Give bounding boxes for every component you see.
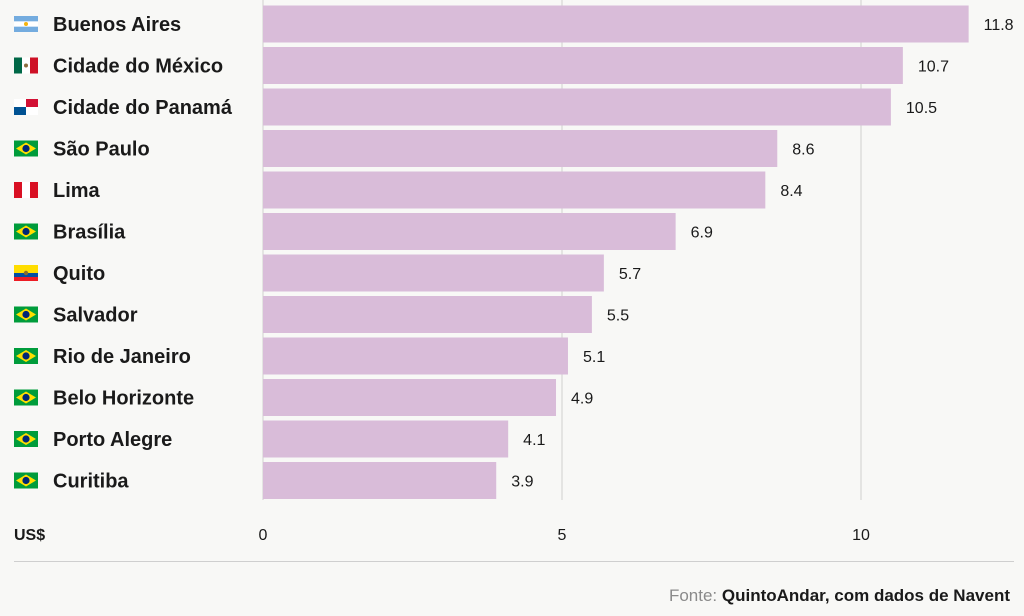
brazil-flag-icon — [14, 472, 38, 489]
bar-5 — [263, 213, 676, 250]
category-label-0: Buenos Aires — [53, 14, 181, 36]
category-label-2: Cidade do Panamá — [53, 97, 233, 119]
category-label-5: Brasília — [53, 222, 126, 244]
source-prefix: Fonte: — [668, 586, 718, 605]
bar-7 — [263, 296, 592, 333]
panama-flag-icon — [14, 99, 38, 115]
bar-4 — [263, 171, 766, 209]
bar-10 — [263, 420, 509, 458]
bar-1 — [263, 47, 903, 84]
value-label-4: 8.4 — [780, 183, 802, 200]
category-label-7: Salvador — [53, 305, 138, 327]
bar-11 — [263, 462, 497, 499]
tick-label-10: 10 — [852, 527, 870, 544]
tick-label-5: 5 — [558, 527, 567, 544]
value-label-1: 10.7 — [918, 59, 949, 76]
chart-svg: Buenos Aires 11.8 Cidade do México 10.7 Cida… — [14, 0, 1014, 544]
brazil-flag-icon — [14, 306, 38, 323]
tick-label-0: 0 — [259, 527, 268, 544]
value-label-7: 5.5 — [607, 308, 629, 325]
value-label-3: 8.6 — [792, 142, 814, 159]
source-note: Fonte: QuintoAndar, com dados de Navent — [669, 586, 1010, 606]
bar-8 — [263, 337, 568, 375]
value-label-2: 10.5 — [906, 100, 937, 117]
category-label-10: Porto Alegre — [53, 429, 172, 451]
category-label-8: Rio de Janeiro — [53, 346, 191, 368]
category-label-1: Cidade do México — [53, 56, 223, 78]
argentina-flag-icon — [14, 16, 38, 32]
source-text: QuintoAndar, com dados de Navent — [721, 586, 1010, 605]
bar-9 — [263, 379, 557, 416]
value-label-10: 4.1 — [523, 432, 545, 449]
brazil-flag-icon — [14, 140, 38, 157]
value-label-8: 5.1 — [583, 349, 605, 366]
value-label-6: 5.7 — [619, 266, 641, 283]
category-label-6: Quito — [53, 263, 105, 285]
peru-flag-icon — [14, 182, 38, 198]
category-label-11: Curitiba — [53, 471, 129, 493]
brazil-flag-icon — [14, 431, 38, 447]
footer-divider — [14, 561, 1014, 562]
brazil-flag-icon — [14, 223, 38, 240]
category-label-3: São Paulo — [53, 139, 150, 161]
bar-2 — [263, 88, 891, 126]
mexico-flag-icon — [14, 57, 38, 74]
value-label-11: 3.9 — [511, 474, 533, 491]
bar-6 — [263, 254, 604, 292]
category-label-4: Lima — [53, 180, 101, 202]
category-label-9: Belo Horizonte — [53, 388, 194, 410]
unit-label: US$ — [14, 527, 45, 544]
bar-3 — [263, 130, 778, 167]
ecuador-flag-icon — [14, 265, 38, 281]
value-label-9: 4.9 — [571, 391, 593, 408]
value-label-5: 6.9 — [691, 225, 713, 242]
brazil-flag-icon — [14, 348, 38, 364]
value-label-0: 11.8 — [984, 17, 1014, 34]
bar-0 — [263, 5, 969, 43]
brazil-flag-icon — [14, 389, 38, 406]
